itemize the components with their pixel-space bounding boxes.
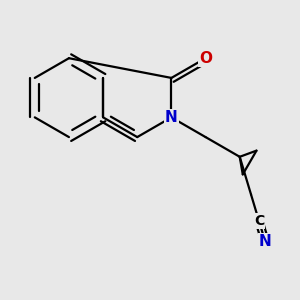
Text: N: N xyxy=(259,234,272,249)
Text: O: O xyxy=(199,51,212,66)
Text: C: C xyxy=(254,214,264,228)
Text: N: N xyxy=(165,110,178,125)
